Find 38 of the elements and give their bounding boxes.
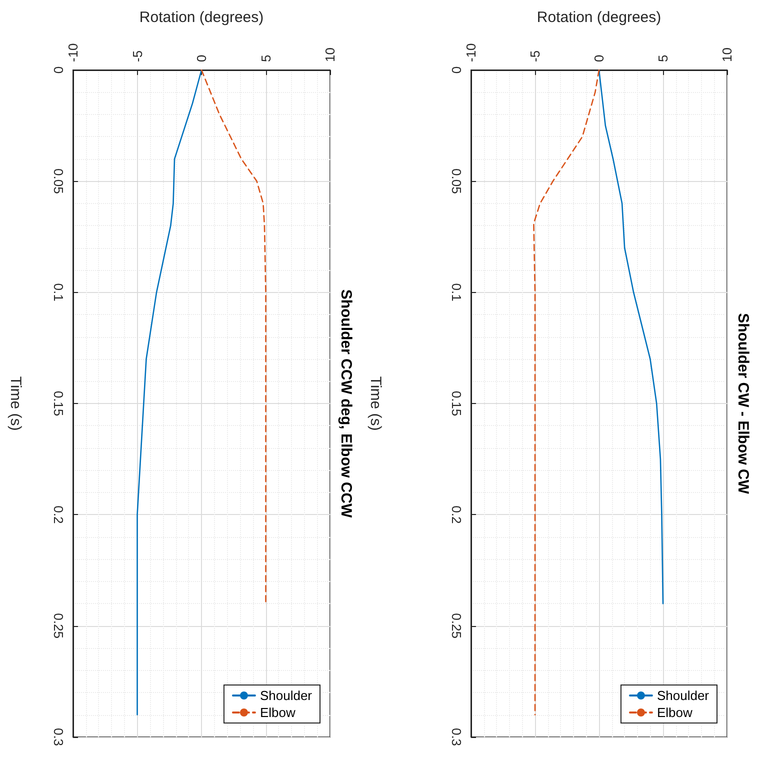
x-tick-label: -5 — [528, 50, 542, 62]
y-tick-label: 0.25 — [449, 613, 464, 638]
line-series — [200, 69, 266, 604]
legend-label: Shoulder — [656, 688, 710, 703]
y-tick-label: 0 — [449, 66, 464, 74]
x-tick-label: 10 — [322, 48, 338, 62]
y-tick-label: 0.25 — [51, 613, 66, 638]
y-tick-label: 0.1 — [449, 283, 464, 302]
x-tick-label: -10 — [66, 43, 80, 62]
y-tick-label: 0.15 — [449, 390, 464, 416]
y-tick-label: 0.05 — [51, 168, 66, 194]
legend-label: Elbow — [656, 705, 693, 720]
x-tick-label: 5 — [258, 54, 274, 62]
line-series — [136, 69, 202, 716]
x-tick-label: 0 — [592, 54, 606, 62]
y-tick-label: 0.2 — [449, 506, 464, 524]
y-axis-title: Time (s) — [7, 376, 24, 431]
line-series — [598, 69, 664, 604]
y-tick-label: 0.05 — [449, 168, 464, 194]
text: Shoulder CW - Elbow CW — [734, 313, 752, 495]
y-tick-label: 0.3 — [51, 728, 66, 746]
x-tick-label: -5 — [130, 50, 145, 62]
y-tick-label: 0.15 — [51, 390, 66, 416]
x-axis-title: Rotation (degrees) — [536, 9, 662, 26]
x-tick-label: 0 — [194, 54, 209, 62]
y-tick-label: 0 — [51, 66, 66, 74]
x-tick-label: 10 — [720, 48, 734, 62]
x-axis-title: Rotation (degrees) — [139, 9, 264, 26]
legend-label: Shoulder — [260, 688, 313, 703]
text: Shoulder CCW deg, Elbow CCW — [338, 289, 354, 518]
y-tick-label: 0.1 — [51, 283, 66, 302]
legend-label: Elbow — [260, 705, 296, 720]
y-tick-label: 0.2 — [51, 506, 66, 524]
x-tick-label: -10 — [464, 43, 478, 62]
line-series — [533, 69, 600, 716]
x-tick-label: 5 — [656, 54, 670, 62]
y-tick-label: 0.3 — [449, 728, 464, 746]
y-axis-title: Time (s) — [367, 376, 384, 431]
